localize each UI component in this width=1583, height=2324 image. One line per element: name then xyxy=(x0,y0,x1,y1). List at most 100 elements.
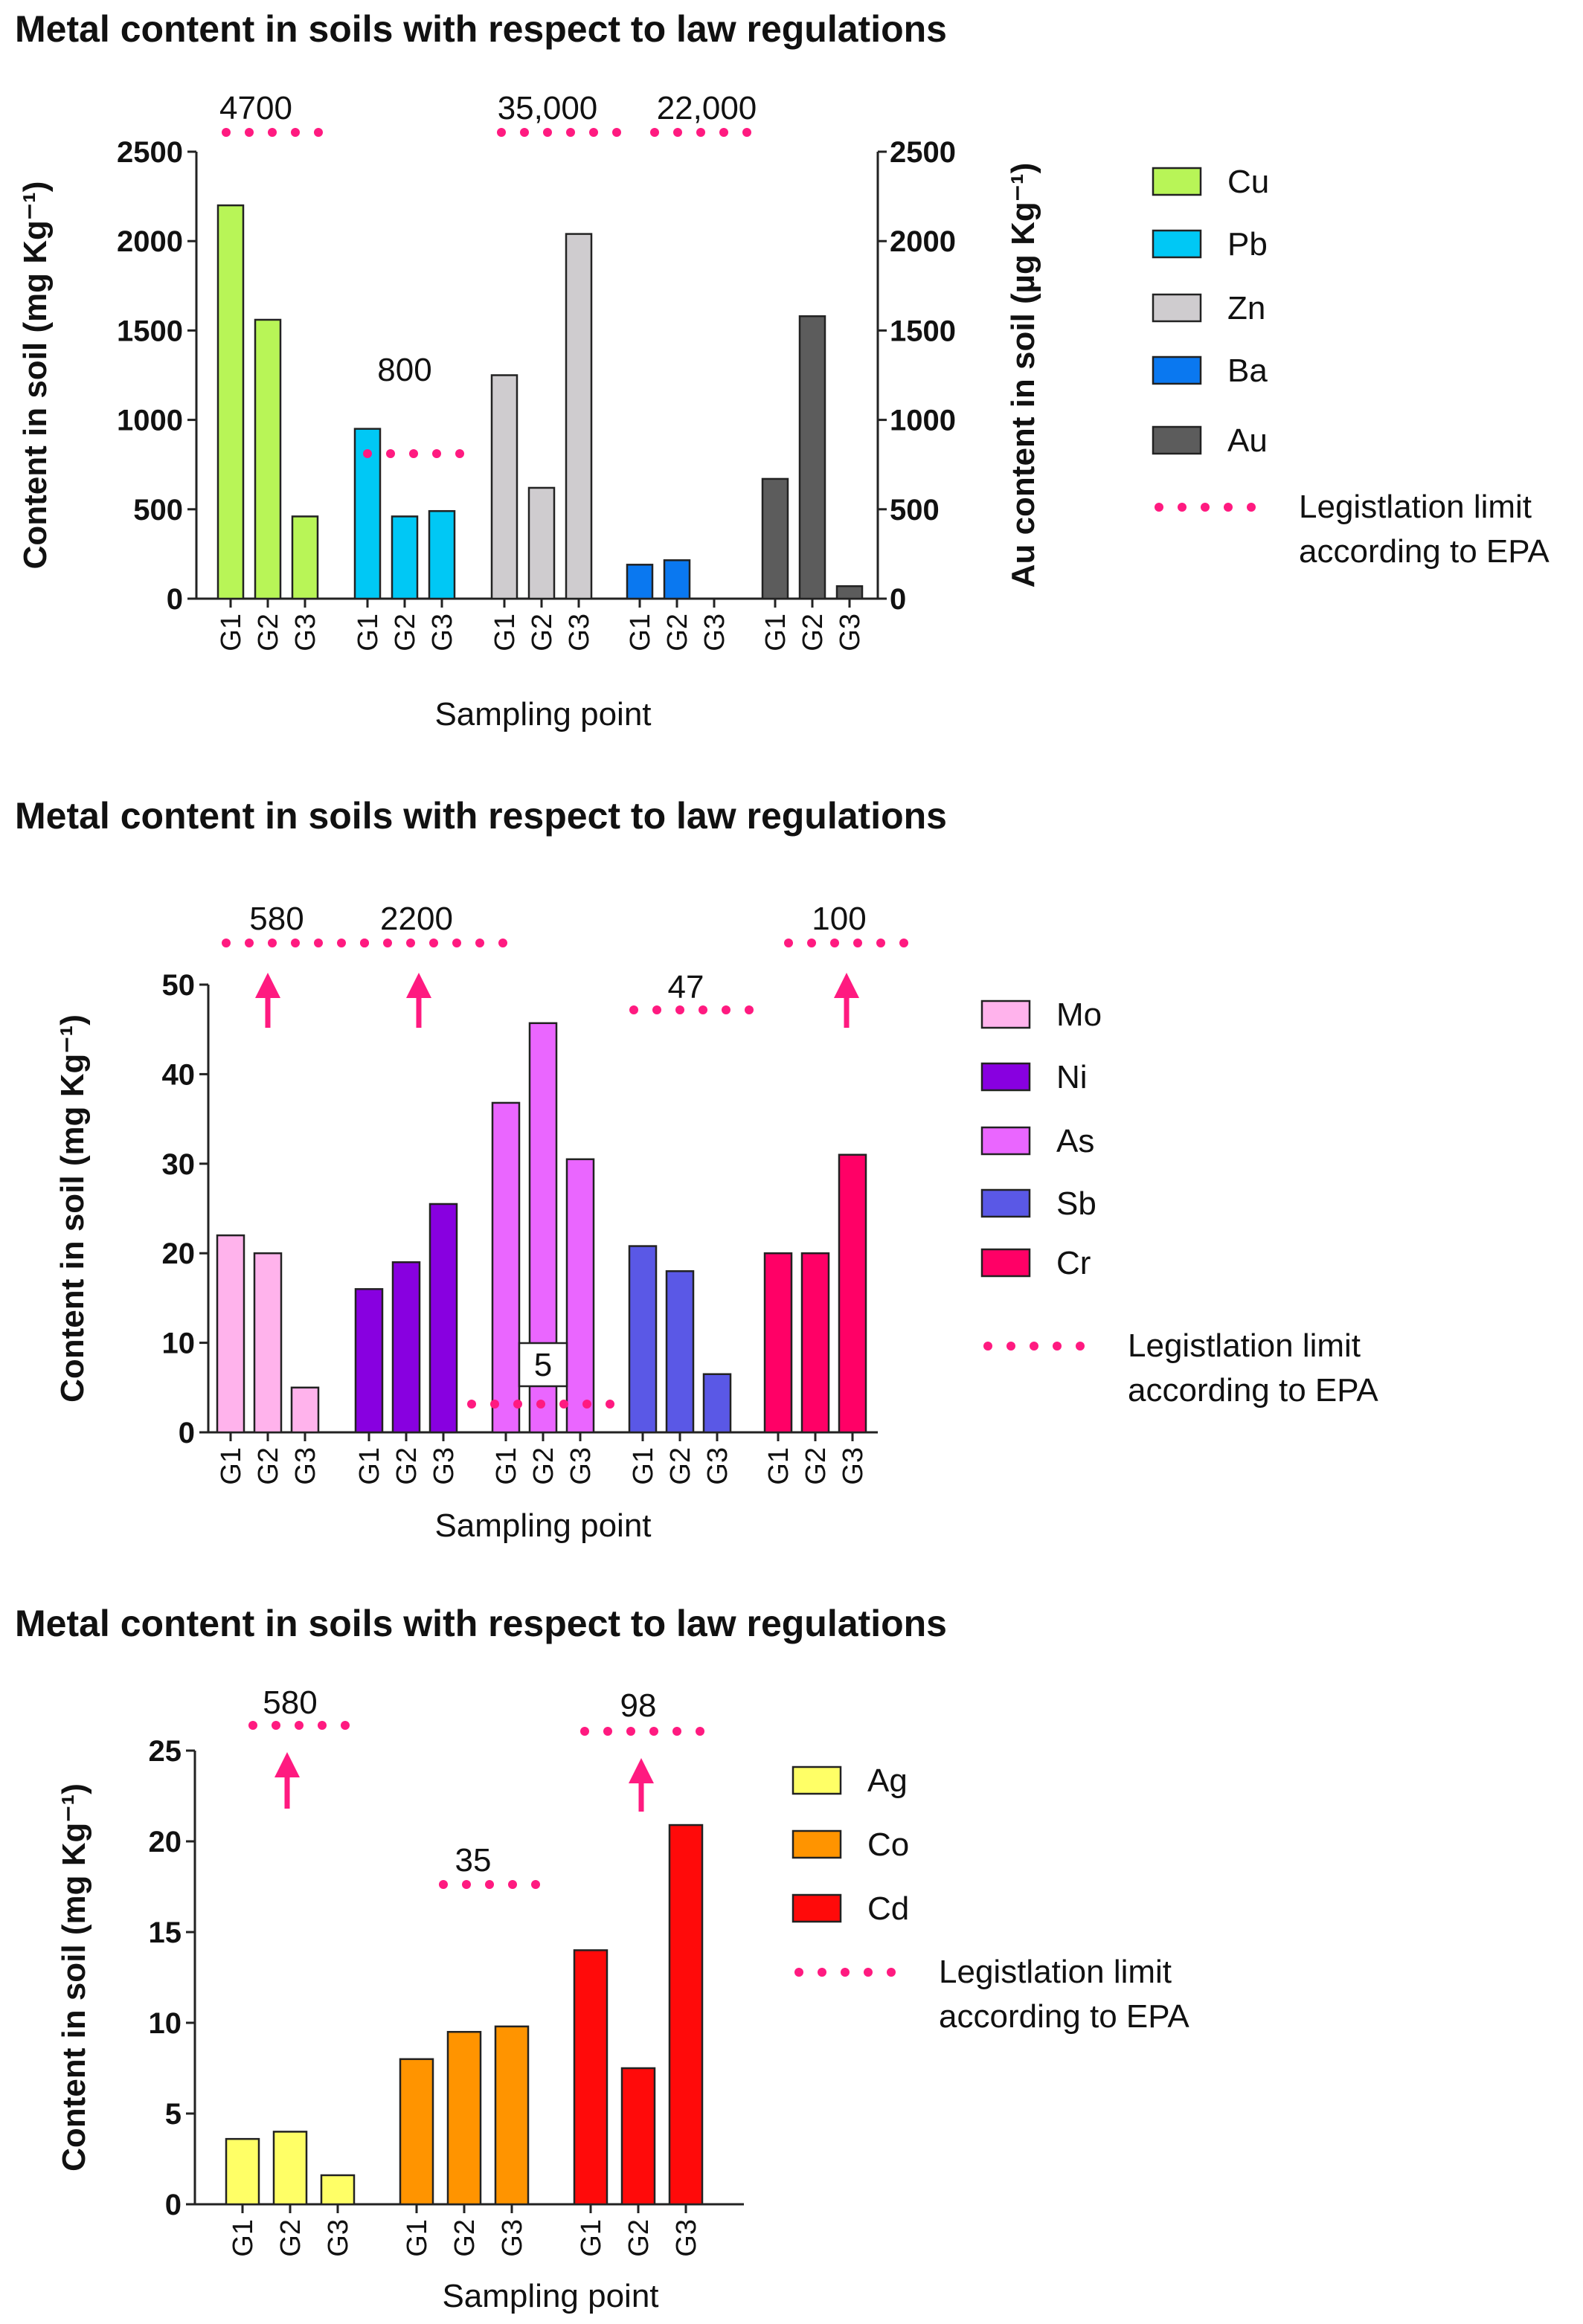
y-tick-label: 0 xyxy=(167,583,183,616)
limit-dot xyxy=(699,1005,707,1014)
limit-dot xyxy=(887,1968,896,1977)
limit-dot xyxy=(649,1727,658,1736)
legend-limit-label: Legistlation limit xyxy=(1128,1327,1361,1364)
limit-dot xyxy=(497,128,506,137)
bar-Mo-G1 xyxy=(216,1234,245,1434)
limit-dot xyxy=(536,1400,545,1409)
legend-label-Ba: Ba xyxy=(1227,353,1268,389)
bar-Co-G3 xyxy=(494,2025,530,2206)
legend-swatch-Sb xyxy=(980,1188,1031,1218)
limit-dot xyxy=(314,128,323,137)
x-tick-label: G2 xyxy=(390,614,421,651)
x-tick-label: G2 xyxy=(253,614,284,651)
limit-dot xyxy=(498,939,507,947)
legend-limit-label: Legistlation limit xyxy=(1299,489,1532,525)
limit-label-Pb: 800 xyxy=(377,352,431,388)
limit-dot xyxy=(295,1721,304,1730)
bar-Ni-G2 xyxy=(391,1261,421,1434)
legend-label-Sb: Sb xyxy=(1056,1185,1096,1222)
y-axis-label: Content in soil (mg Kg⁻¹) xyxy=(56,1783,92,2172)
limit-dot xyxy=(268,939,277,947)
bar-Zn-G2 xyxy=(527,486,556,600)
y2-tick-label: 0 xyxy=(890,583,906,616)
limit-dot xyxy=(455,449,464,458)
x-axis-label: Sampling point xyxy=(434,1507,651,1544)
x-tick-label: G2 xyxy=(275,2219,306,2257)
legend-swatch-Pb xyxy=(1152,229,1202,259)
bar-Pb-G3 xyxy=(428,509,456,600)
limit-dot xyxy=(1006,1342,1015,1351)
limit-dot xyxy=(1247,503,1256,512)
limit-dot xyxy=(341,1721,350,1730)
x-tick-label: G1 xyxy=(491,1447,522,1485)
limit-dot xyxy=(603,1727,612,1736)
x-tick-label: G2 xyxy=(665,1447,696,1485)
bar-As-G1 xyxy=(491,1101,521,1434)
limit-dot xyxy=(432,449,441,458)
bar-Sb-G2 xyxy=(665,1270,695,1434)
limit-dot xyxy=(612,128,621,137)
bar-Mo-G2 xyxy=(253,1252,283,1434)
chart-3: Metal content in soils with respect to l… xyxy=(15,1603,1189,2314)
bar-Au-G2 xyxy=(798,315,826,600)
limit-dot xyxy=(508,1880,517,1889)
limit-label-Mo: 580 xyxy=(249,901,304,937)
legend-label-Cd: Cd xyxy=(867,1890,909,1927)
legend-label-Ag: Ag xyxy=(867,1763,908,1799)
bar-Co-G1 xyxy=(399,2058,434,2206)
legend-swatch-Au xyxy=(1152,425,1202,455)
x-tick-label: G2 xyxy=(391,1447,423,1485)
x-tick-label: G1 xyxy=(216,614,247,651)
limit-dot xyxy=(1076,1342,1085,1351)
limit-dot xyxy=(626,1727,635,1736)
limit-dot xyxy=(429,939,438,947)
limit-label-Sb: 47 xyxy=(668,969,704,1005)
arrow-up-icon xyxy=(255,973,280,998)
limit-dot xyxy=(673,128,682,137)
limit-dot xyxy=(696,128,705,137)
bar-Co-G2 xyxy=(446,2030,482,2206)
limit-dot xyxy=(1030,1342,1038,1351)
limit-dot xyxy=(1155,503,1163,512)
x-axis-label: Sampling point xyxy=(434,696,651,733)
limit-dot xyxy=(543,128,552,137)
x-axis-label: Sampling point xyxy=(442,2278,658,2314)
bar-Cd-G3 xyxy=(668,1824,704,2206)
limit-dot xyxy=(520,128,529,137)
legend-limit-label: according to EPA xyxy=(1128,1372,1378,1409)
legend-limit-label: Legistlation limit xyxy=(939,1954,1172,1990)
limit-label-Co: 35 xyxy=(455,1842,492,1879)
limit-label-Cr: 100 xyxy=(812,901,866,937)
limit-dot xyxy=(268,128,277,137)
limit-dot xyxy=(531,1880,540,1889)
y-tick-label: 15 xyxy=(149,1916,182,1949)
legend-swatch-Zn xyxy=(1152,293,1202,323)
y-tick-label: 10 xyxy=(149,2007,182,2040)
limit-dot xyxy=(360,939,369,947)
limit-dot xyxy=(841,1968,850,1977)
legend-swatch-Ag xyxy=(792,1765,842,1795)
x-tick-label: G3 xyxy=(564,614,595,651)
bar-Sb-G3 xyxy=(702,1373,732,1434)
y-axis-label: Content in soil (mg Kg⁻¹) xyxy=(17,181,54,570)
limit-dot xyxy=(467,1400,476,1409)
bar-Cu-G2 xyxy=(254,318,282,600)
limit-dot xyxy=(745,1005,754,1014)
limit-dot xyxy=(439,1880,448,1889)
y2-tick-label: 2000 xyxy=(890,225,956,258)
x-tick-label: G1 xyxy=(228,2219,259,2257)
limit-dot xyxy=(1053,1342,1062,1351)
chart-2: Metal content in soils with respect to l… xyxy=(15,795,1378,1544)
limit-dot xyxy=(559,1400,568,1409)
legend-swatch-Cd xyxy=(792,1893,842,1923)
y-tick-label: 0 xyxy=(165,2189,182,2221)
limit-label-Cd: 98 xyxy=(620,1687,657,1724)
limit-dot xyxy=(1224,503,1233,512)
x-tick-label: G1 xyxy=(763,1447,794,1485)
legend-label-Co: Co xyxy=(867,1826,909,1863)
y-axis-label: Content in soil (mg Kg⁻¹) xyxy=(54,1014,91,1403)
limit-dot xyxy=(582,1400,591,1409)
x-tick-label: G1 xyxy=(354,1447,385,1485)
arrow-up-icon xyxy=(629,1758,654,1783)
x-tick-label: G3 xyxy=(835,614,866,651)
